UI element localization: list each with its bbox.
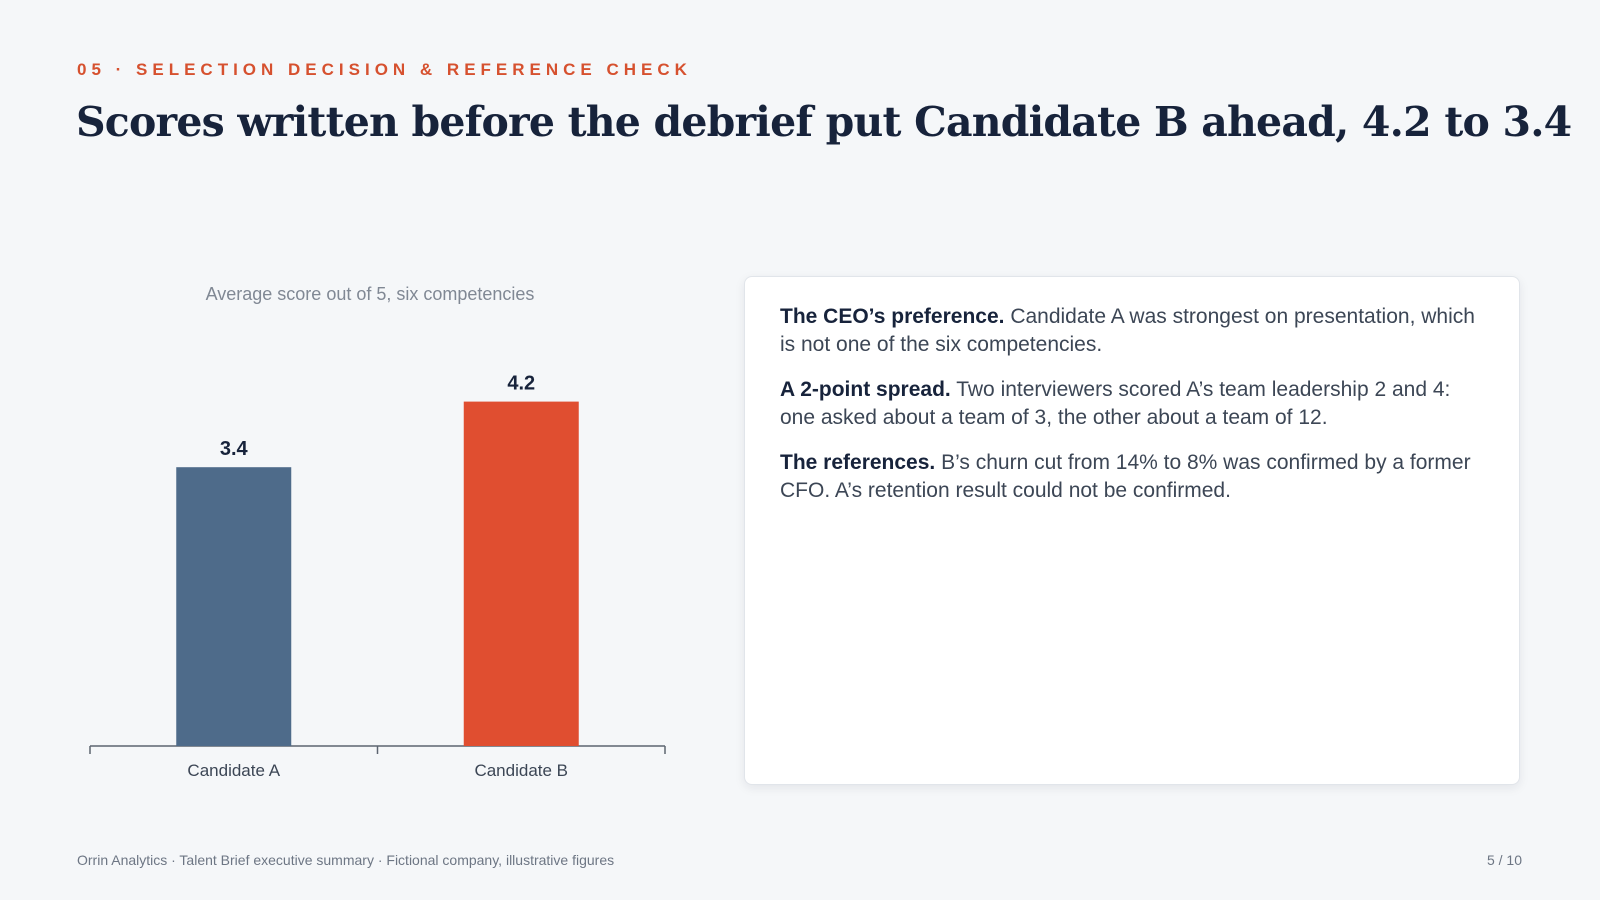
bar-candidate-b	[463, 401, 579, 746]
page-number: 5 / 10	[1486, 852, 1522, 868]
findings-card: The CEO’s preference. Candidate A was st…	[744, 276, 1520, 785]
bar-data-label: 3.4	[220, 438, 249, 460]
finding-references: The references. B’s churn cut from 14% t…	[780, 449, 1485, 505]
section-kicker: 05 · SELECTION DECISION & REFERENCE CHEC…	[77, 60, 692, 79]
bar-candidate-a	[176, 467, 292, 746]
x-tick-label: Candidate A	[187, 761, 280, 780]
finding-text: B’s churn cut from 14% to 8% was confirm…	[780, 451, 1471, 502]
finding-text: Candidate A was strongest on presentatio…	[780, 305, 1475, 356]
finding-lead: The references.	[780, 451, 936, 474]
chart-title: Average score out of 5, six competencies	[206, 284, 535, 304]
finding-lead: A 2-point spread.	[780, 378, 951, 401]
bar-data-label: 4.2	[507, 373, 535, 395]
finding-ceo-preference: The CEO’s preference. Candidate A was st…	[780, 303, 1485, 359]
finding-text: Two interviewers scored A’s team leaders…	[780, 378, 1451, 429]
bar-chart-svg: Average score out of 5, six competencies…	[89, 284, 666, 780]
footer-source: Orrin Analytics · Talent Brief executive…	[77, 852, 615, 868]
slide-title: Scores written before the debrief put Ca…	[76, 98, 1572, 146]
score-bar-chart: Average score out of 5, six competencies…	[70, 280, 690, 800]
x-tick-label: Candidate B	[474, 761, 568, 780]
finding-point-spread: A 2-point spread. Two interviewers score…	[780, 376, 1485, 432]
finding-lead: The CEO’s preference.	[780, 305, 1005, 328]
